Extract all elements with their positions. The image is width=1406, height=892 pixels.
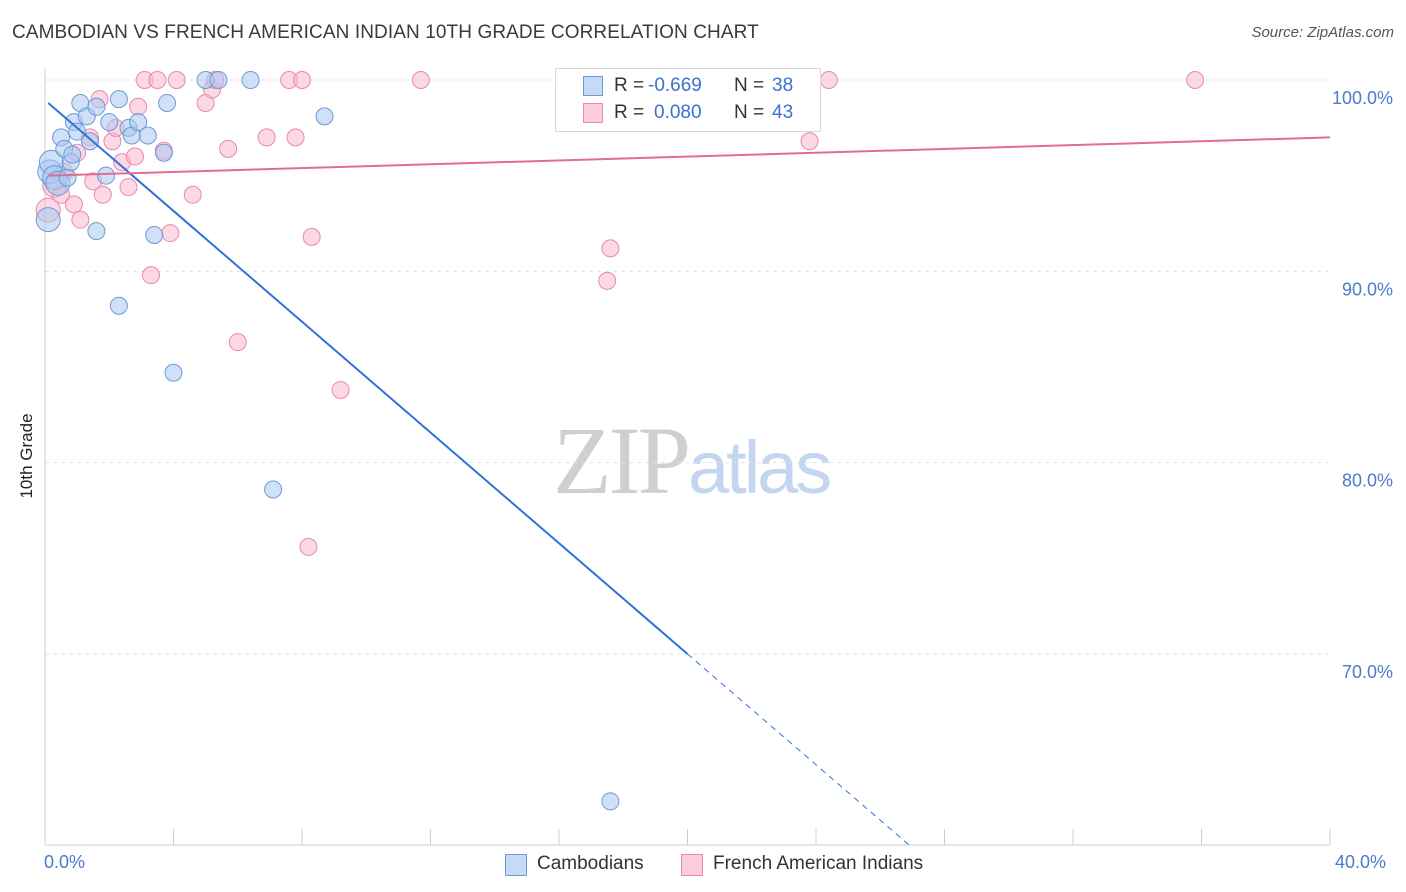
watermark: ZIPatlas xyxy=(553,405,832,516)
french-american-indians-point-28 xyxy=(228,333,247,352)
cambodians-point-24 xyxy=(138,126,157,145)
y-tick-label-100: 100.0% xyxy=(1332,88,1393,108)
cambodians-point-0 xyxy=(35,207,61,233)
chart-title: CAMBODIAN VS FRENCH AMERICAN INDIAN 10TH… xyxy=(12,22,759,43)
cambodians-point-31 xyxy=(241,71,260,89)
french-american-indians-point-29 xyxy=(257,128,276,147)
cambodians-point-28 xyxy=(164,363,183,382)
french-american-indians-point-21 xyxy=(161,224,180,243)
cambodians-point-32 xyxy=(264,480,283,499)
french-american-indians-point-23 xyxy=(183,185,202,204)
legend-r-value: -0.669 xyxy=(648,75,702,96)
cambodians-point-33 xyxy=(315,107,334,126)
source-credit: Source: ZipAtlas.com xyxy=(1251,24,1394,41)
cambodians-point-9 xyxy=(63,145,82,164)
legend-r-value: 0.080 xyxy=(654,102,702,123)
cambodians-point-11 xyxy=(68,122,87,141)
legend-label-french-american-indians: French American Indians xyxy=(713,853,924,874)
legend-r-label: R = xyxy=(614,75,645,96)
french-american-indians-point-34 xyxy=(299,537,318,556)
legend-swatch-cambodians xyxy=(505,854,527,876)
y-tick-label-90: 90.0% xyxy=(1342,279,1393,299)
french-american-indians-point-22 xyxy=(167,71,186,89)
french-american-indians-point-14 xyxy=(119,178,138,197)
legend-swatch-french-american-indians xyxy=(583,103,603,123)
legend-swatch-french-american-indians xyxy=(681,854,703,876)
french-american-indians-point-41 xyxy=(1186,71,1205,89)
y-tick-label-70: 70.0% xyxy=(1342,662,1393,682)
legend-swatch-cambodians xyxy=(583,76,603,96)
series-legend: Cambodians French American Indians xyxy=(0,852,1406,878)
cambodians-point-7 xyxy=(58,168,77,187)
legend-n-value: 38 xyxy=(772,75,794,96)
french-american-indians-point-4 xyxy=(64,195,83,214)
french-american-indians-point-15 xyxy=(125,147,144,166)
legend-n-label: N = xyxy=(734,102,765,123)
grid-lines xyxy=(45,79,1330,655)
x-tick-label-max: 40.0% xyxy=(1335,852,1387,872)
cambodians-point-17 xyxy=(97,166,116,185)
french-american-indians-point-33 xyxy=(302,227,321,246)
french-american-indians-point-38 xyxy=(601,239,620,258)
cambodians-point-23 xyxy=(129,113,148,132)
legend-n-label: N = xyxy=(734,75,765,96)
french-american-indians-point-40 xyxy=(819,71,838,89)
watermark-atlas: atlas xyxy=(688,426,832,509)
trend-line-cambodians-extension xyxy=(687,653,913,849)
legend-n-value: 43 xyxy=(772,102,794,123)
cambodians-point-16 xyxy=(87,222,106,241)
french-american-indians-point-31 xyxy=(286,128,305,147)
cambodians-point-26 xyxy=(154,143,173,162)
legend-r-label: R = xyxy=(614,102,645,123)
cambodians-point-27 xyxy=(158,93,177,112)
cambodians-point-25 xyxy=(145,225,164,244)
french-american-indians-point-10 xyxy=(93,185,112,204)
series-french-american-indians xyxy=(35,71,1205,556)
axes xyxy=(44,68,1331,846)
french-american-indians-point-19 xyxy=(148,71,167,89)
y-tick-label-80: 80.0% xyxy=(1342,471,1393,491)
trend-line-cambodians xyxy=(47,102,689,655)
legend-label-cambodians: Cambodians xyxy=(537,853,644,874)
cambodians-point-14 xyxy=(80,132,99,151)
cambodians-point-20 xyxy=(109,90,128,109)
cambodians-point-19 xyxy=(109,296,128,315)
series-cambodians xyxy=(35,71,620,811)
watermark-zip: ZIP xyxy=(553,407,691,514)
french-american-indians-point-27 xyxy=(219,139,238,158)
french-american-indians-point-32 xyxy=(293,71,311,89)
french-american-indians-point-16 xyxy=(129,97,148,116)
french-american-indians-point-18 xyxy=(142,266,161,285)
french-american-indians-point-36 xyxy=(411,71,430,89)
cambodians-point-30 xyxy=(209,71,228,89)
y-tick-labels: 70.0% 80.0% 90.0% 100.0% xyxy=(1332,88,1393,682)
correlation-legend: R = -0.669 N = 38 R = 0.080 N = 43 xyxy=(555,68,821,132)
cambodians-point-18 xyxy=(100,113,119,132)
x-tick-label-min: 0.0% xyxy=(44,852,86,872)
french-american-indians-point-35 xyxy=(331,380,350,399)
trend-lines xyxy=(47,102,1331,849)
trend-line-french-american-indians xyxy=(48,136,1331,177)
french-american-indians-point-6 xyxy=(71,210,90,229)
cambodians-point-34 xyxy=(601,792,620,811)
french-american-indians-point-37 xyxy=(598,271,617,290)
french-american-indians-point-39 xyxy=(800,132,819,151)
cambodians-point-15 xyxy=(87,97,106,116)
